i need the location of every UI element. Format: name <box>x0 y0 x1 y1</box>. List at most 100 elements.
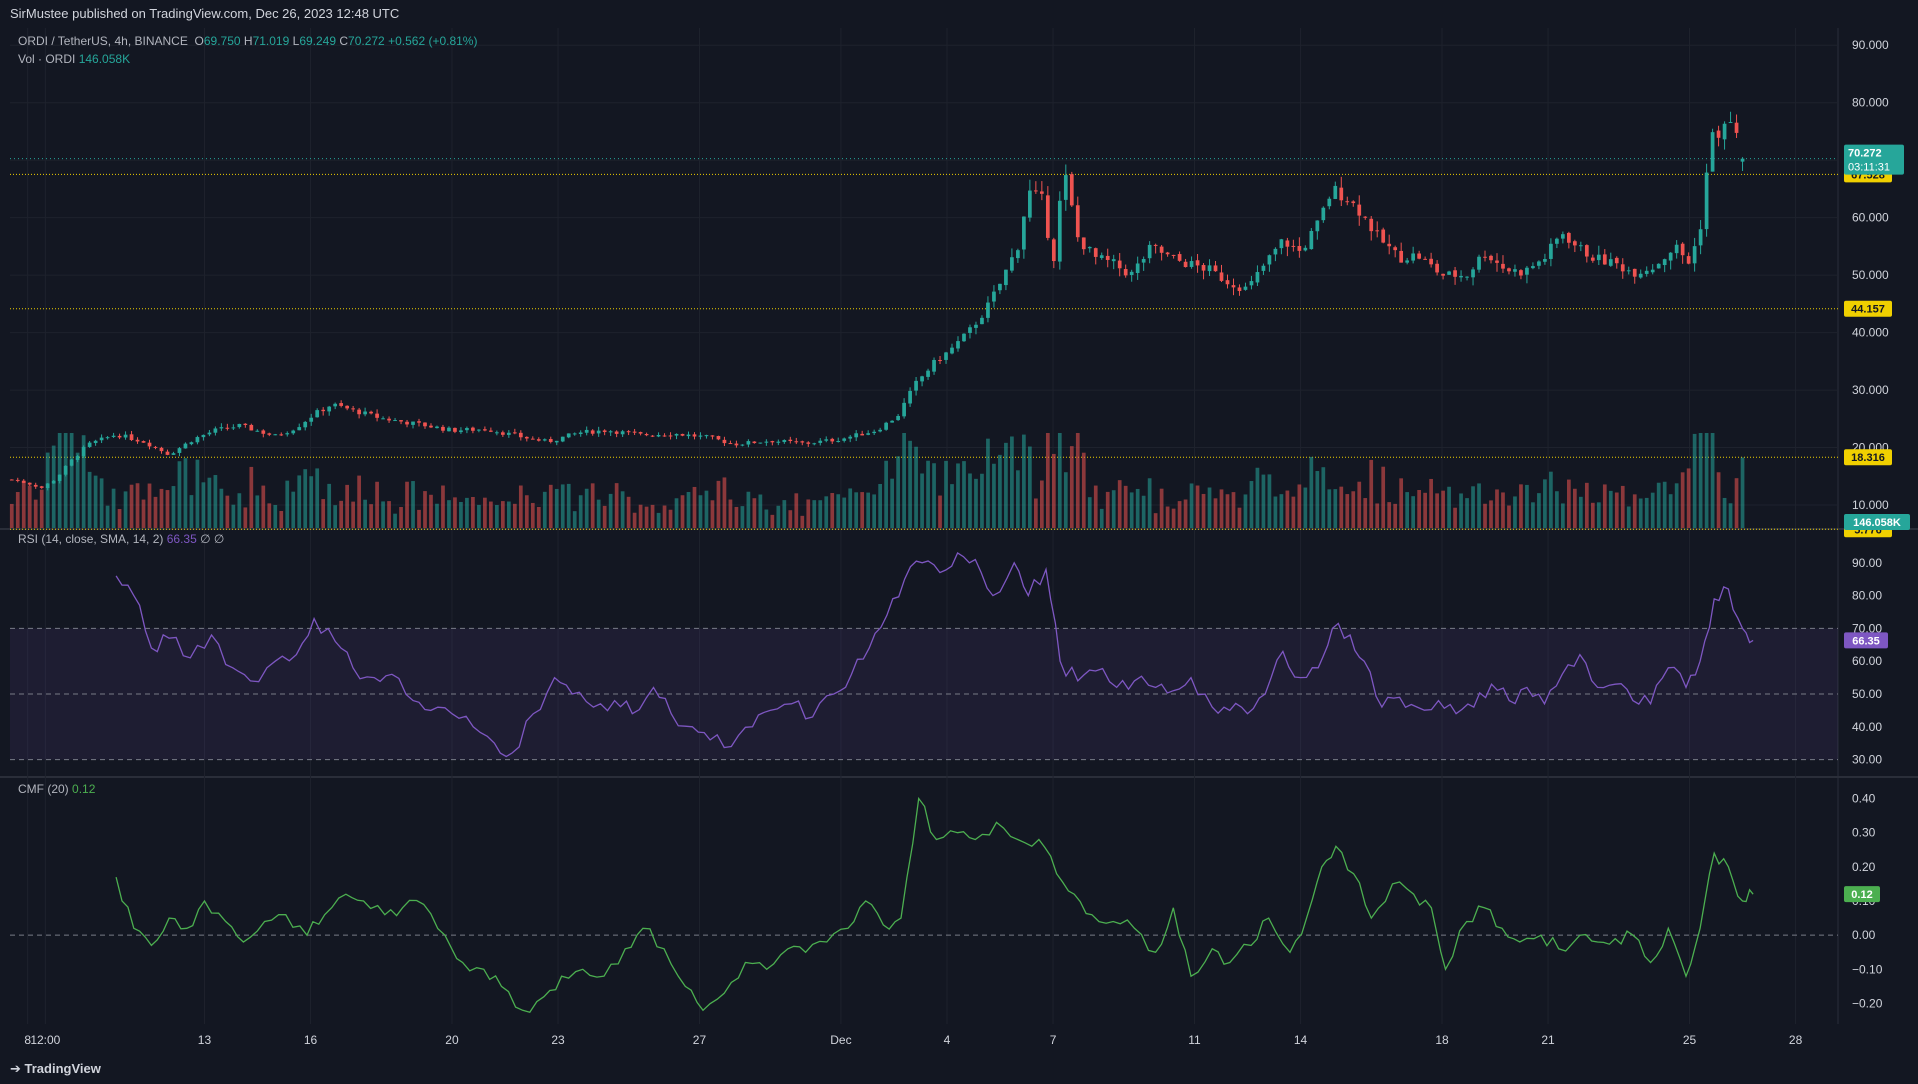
volume-bar <box>153 496 158 528</box>
volume-bar <box>1022 434 1026 528</box>
volume-bar <box>830 493 835 528</box>
candle-body <box>339 403 344 406</box>
volume-bar <box>1632 494 1637 528</box>
volume-bar <box>159 488 164 528</box>
volume-bar <box>1572 488 1577 528</box>
volume-bar <box>1423 492 1427 528</box>
candle-body <box>87 442 92 447</box>
candle-body <box>1555 238 1559 244</box>
rsi-tick-label: 30.00 <box>1852 753 1882 767</box>
volume-bar <box>668 509 673 528</box>
candle-body <box>1201 265 1206 271</box>
time-tick-label: 18 <box>1435 1033 1449 1047</box>
rsi-value: 66.35 <box>166 532 197 546</box>
candle-body <box>524 436 529 439</box>
volume-bar <box>1195 485 1200 528</box>
volume-bar <box>740 506 745 528</box>
cmf-value: 0.12 <box>72 782 96 796</box>
volume-bar <box>734 506 739 528</box>
volume-bar <box>506 501 511 528</box>
volume-bar <box>692 486 697 528</box>
volume-bar <box>1189 483 1194 528</box>
candle-body <box>1033 190 1038 192</box>
candle-body <box>938 360 942 362</box>
candle-body <box>243 423 248 425</box>
candle-body <box>441 426 445 431</box>
candle-body <box>75 456 80 460</box>
candle-body <box>1549 243 1553 259</box>
candle-body <box>1135 263 1140 274</box>
candle-body <box>1572 241 1577 246</box>
volume-bar <box>279 511 284 528</box>
volume-bar <box>1243 494 1248 528</box>
time-tick-label: 11 <box>1188 1033 1201 1047</box>
volume-bar <box>698 495 703 528</box>
volume-bar <box>423 491 427 528</box>
candle-body <box>1225 280 1230 285</box>
volume-bar <box>1075 433 1080 528</box>
candle-body <box>1578 245 1583 247</box>
volume-bar <box>638 504 643 528</box>
volume-bar <box>1147 478 1152 528</box>
volume-bar <box>183 458 188 528</box>
volume-bar <box>1644 497 1649 528</box>
candle-body <box>1105 255 1110 260</box>
volume-bar <box>662 505 667 528</box>
candle-body <box>980 317 984 325</box>
candle-body <box>1069 174 1074 206</box>
candle-body <box>399 420 403 422</box>
candle-body <box>1734 122 1739 133</box>
candle-body <box>1345 201 1350 203</box>
volume-bar <box>1285 490 1290 528</box>
volume-bar <box>39 489 44 528</box>
volume-bar <box>1489 500 1493 528</box>
candle-body <box>1171 254 1176 256</box>
candle-body <box>369 411 373 414</box>
volume-bar <box>548 484 553 528</box>
candle-body <box>1369 218 1374 232</box>
volume-bar <box>1375 503 1380 528</box>
volume-bar <box>1099 508 1104 528</box>
volume-bar <box>243 507 248 528</box>
candle-body <box>1644 270 1649 274</box>
price-tick-label: 60.000 <box>1852 211 1889 225</box>
volume-bar <box>417 509 421 528</box>
candle-body <box>1267 255 1272 265</box>
symbol-label: ORDI / TetherUS, 4h, BINANCE <box>18 34 188 48</box>
volume-bar <box>1087 497 1092 528</box>
candle-body <box>794 441 799 443</box>
candle-body <box>872 431 877 434</box>
candle-body <box>950 347 954 354</box>
volume-bar <box>327 483 332 528</box>
chart-canvas[interactable]: 10.00020.00030.00040.00050.00060.00070.0… <box>0 28 1918 1054</box>
volume-bar <box>1501 492 1505 528</box>
candle-body <box>1668 252 1673 261</box>
volume-bar <box>1051 453 1056 528</box>
volume-bar <box>764 509 769 528</box>
level-tag-label: 44.157 <box>1851 304 1885 316</box>
volume-bar <box>225 495 230 528</box>
volume-bar <box>1111 490 1116 528</box>
volume-bar <box>680 495 685 528</box>
candle-body <box>1045 195 1050 238</box>
candle-body <box>812 443 817 445</box>
volume-bar <box>1207 487 1212 528</box>
close-label: C <box>339 34 349 48</box>
volume-bar <box>165 490 170 528</box>
candle-body <box>261 430 266 434</box>
tradingview-logo[interactable]: ➔ TradingView <box>10 1061 101 1076</box>
candle-body <box>608 431 613 433</box>
volume-bar <box>1321 467 1326 528</box>
publish-header: SirMustee published on TradingView.com, … <box>0 0 1918 28</box>
candle-body <box>267 433 272 435</box>
volume-bar <box>1447 486 1451 528</box>
rsi-tag-label: 66.35 <box>1852 635 1880 647</box>
cmf-tag <box>1844 886 1880 903</box>
volume-bar <box>141 499 146 528</box>
candle-body <box>572 433 577 435</box>
volume-bar <box>1237 507 1242 528</box>
candle-body <box>992 291 996 302</box>
candle-body <box>974 324 978 328</box>
volume-bar <box>1129 492 1134 528</box>
price-axis: 10.00020.00030.00040.00050.00060.00070.0… <box>1852 38 1889 1010</box>
